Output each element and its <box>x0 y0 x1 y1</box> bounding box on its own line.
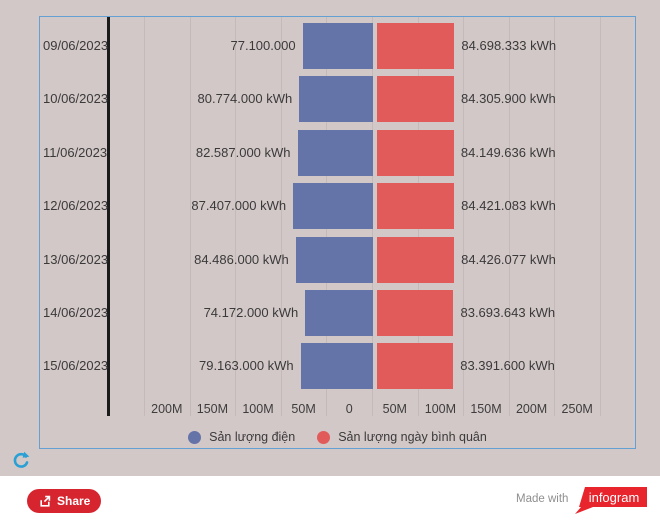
infogram-logo-text: infogram <box>589 490 640 505</box>
row-date-label: 13/06/2023 <box>43 251 109 267</box>
axis-gridline <box>144 17 145 416</box>
bar-san-luong-ngay-binh-quan[interactable] <box>376 183 455 230</box>
plot-area: 09/06/2023 77.100.000 84.698.333 kWh 10/06/… <box>40 17 635 448</box>
axis-gridline <box>508 17 510 416</box>
axis-tick-label: 150M <box>196 402 229 416</box>
row-date-label: 15/06/2023 <box>43 358 109 374</box>
share-button[interactable]: Share <box>27 489 102 513</box>
axis-tick-label: 200M <box>151 402 183 416</box>
bar-san-luong-dien[interactable] <box>305 290 374 336</box>
bar-san-luong-dien[interactable] <box>300 343 374 390</box>
row-date-label: 10/06/2023 <box>43 91 109 107</box>
right-value-label: 84.149.636 kWh <box>460 144 556 160</box>
left-value-label: 84.486.000 kWh <box>194 251 289 267</box>
bar-san-luong-ngay-binh-quan[interactable] <box>376 23 455 69</box>
axis-tick-label: 100M <box>424 402 457 416</box>
left-value-label: 77.100.000 <box>230 38 296 53</box>
right-value-label: 84.698.333 kWh <box>461 38 557 53</box>
axis-gridline <box>554 17 556 416</box>
category-axis-line <box>107 17 110 416</box>
right-value-label: 83.693.643 kWh <box>460 305 556 320</box>
right-value-label: 84.421.083 kWh <box>461 198 556 214</box>
chart-widget: 09/06/2023 77.100.000 84.698.333 kWh 10/06/… <box>39 16 636 449</box>
right-value-label: 84.426.077 kWh <box>461 251 556 267</box>
axis-tick-label: 250M <box>561 402 593 416</box>
bar-san-luong-ngay-binh-quan[interactable] <box>376 343 454 390</box>
refresh-icon[interactable] <box>12 451 30 470</box>
right-value-label: 84.305.900 kWh <box>461 91 556 107</box>
axis-tick-label: 150M <box>470 402 502 416</box>
axis-gridline <box>280 17 282 416</box>
infogram-logo[interactable]: infogram <box>563 486 647 514</box>
legend-label: Sản lượng điện <box>209 430 296 444</box>
legend-dot-icon <box>317 430 331 444</box>
row-date-label: 09/06/2023 <box>43 38 109 53</box>
chart-legend: Sản lượng điện Sản lượng ngày bình quân <box>40 427 635 447</box>
axis-gridline <box>463 17 465 416</box>
axis-tick-label: 50M <box>291 402 316 416</box>
share-icon <box>40 495 51 507</box>
legend-item[interactable]: Sản lượng điện <box>188 430 295 444</box>
bar-san-luong-dien[interactable] <box>297 129 374 176</box>
row-date-label: 12/06/2023 <box>43 198 109 214</box>
left-value-label: 82.587.000 kWh <box>195 144 291 160</box>
bar-san-luong-dien[interactable] <box>293 183 374 230</box>
row-date-label: 14/06/2023 <box>43 305 109 320</box>
axis-tick-label: 50M <box>382 402 407 416</box>
left-value-label: 79.163.000 kWh <box>198 358 294 374</box>
left-value-label: 87.407.000 kWh <box>191 198 287 214</box>
share-label: Share <box>57 494 91 508</box>
left-value-label: 74.172.000 kWh <box>203 305 299 320</box>
bar-san-luong-ngay-binh-quan[interactable] <box>376 76 455 123</box>
right-value-label: 83.391.600 kWh <box>460 358 555 374</box>
bar-san-luong-dien[interactable] <box>295 236 374 283</box>
bar-san-luong-dien[interactable] <box>302 23 374 69</box>
bar-san-luong-dien[interactable] <box>299 76 374 123</box>
legend-label: Sản lượng ngày bình quân <box>338 430 487 444</box>
legend-dot-icon <box>188 430 202 444</box>
made-with-text: Made with <box>516 493 569 505</box>
axis-tick-label: 100M <box>242 402 274 416</box>
axis-tick-label: 200M <box>515 402 548 416</box>
bar-san-luong-ngay-binh-quan[interactable] <box>376 129 454 176</box>
bar-san-luong-ngay-binh-quan[interactable] <box>376 236 455 283</box>
axis-gridline <box>600 17 601 416</box>
axis-gridline <box>189 17 191 416</box>
legend-item[interactable]: Sản lượng ngày bình quân <box>317 430 487 444</box>
bar-san-luong-ngay-binh-quan[interactable] <box>376 290 454 336</box>
row-date-label: 11/06/2023 <box>43 144 108 160</box>
axis-tick-label: 0 <box>345 402 353 416</box>
left-value-label: 80.774.000 kWh <box>197 91 293 107</box>
axis-gridline <box>235 17 237 416</box>
